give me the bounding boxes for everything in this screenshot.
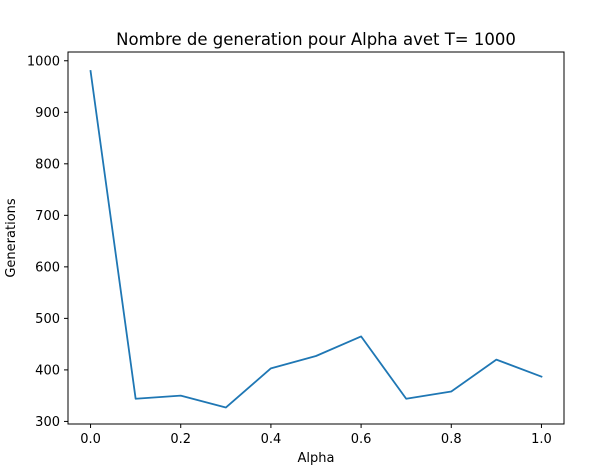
x-tick-label: 0.4 (261, 432, 282, 447)
y-axis-title: Generations (4, 198, 19, 278)
plot-frame (67, 51, 565, 425)
x-tick-label: 0.6 (351, 432, 372, 447)
x-tick-label: 0.0 (80, 432, 101, 447)
x-tick-label: 0.8 (441, 432, 462, 447)
series-layer (89, 70, 543, 409)
x-axis: 0.0 0.2 0.4 0.6 0.8 1.0 (80, 424, 552, 447)
y-tick-label: 600 (35, 260, 60, 275)
chart-title: Nombre de generation pour Alpha avet T= … (116, 30, 516, 49)
y-axis: 300 400 500 600 700 800 900 1000 (27, 54, 68, 430)
y-tick-label: 1000 (27, 54, 60, 69)
x-tick-label: 1.0 (531, 432, 552, 447)
y-tick-label: 500 (35, 312, 60, 327)
plot-area (67, 51, 565, 425)
x-axis-title: Alpha (298, 451, 335, 466)
x-tick-label: 0.2 (170, 432, 191, 447)
y-tick-label: 900 (35, 106, 60, 121)
y-tick-label: 400 (35, 363, 60, 378)
y-tick-label: 700 (35, 209, 60, 224)
y-tick-label: 300 (35, 415, 60, 430)
y-tick-label: 800 (35, 157, 60, 172)
series-line-0 (89, 70, 543, 409)
